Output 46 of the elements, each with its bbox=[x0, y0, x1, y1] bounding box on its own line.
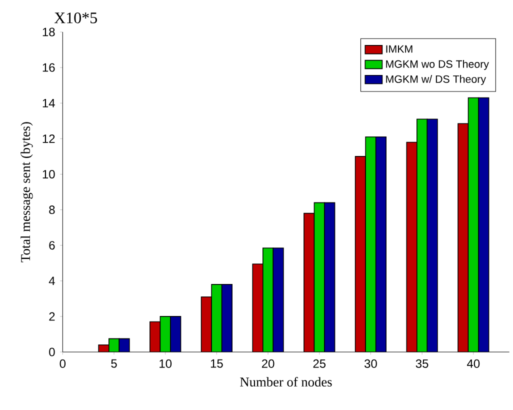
y-tick-label: 2 bbox=[49, 312, 55, 321]
y-tick-label: 10 bbox=[42, 170, 55, 178]
x-tick-label: 35 bbox=[416, 359, 428, 368]
y-tick-label: 12 bbox=[42, 134, 55, 143]
legend-label: MGKM w/ DS Theory bbox=[386, 75, 486, 86]
legend-label: IMKM bbox=[386, 45, 412, 53]
bar bbox=[200, 296, 212, 352]
y-tick-label: 14 bbox=[42, 98, 55, 108]
bar bbox=[365, 136, 376, 352]
y-tick-label: 0 bbox=[49, 348, 55, 356]
bar bbox=[211, 284, 222, 352]
bar bbox=[468, 97, 479, 352]
x-tick-label: 30 bbox=[364, 359, 377, 368]
bar bbox=[150, 321, 161, 352]
legend-label: MGKM wo DS Theory bbox=[386, 60, 489, 70]
bar bbox=[304, 212, 315, 352]
text: X10*5 bbox=[54, 12, 97, 24]
y-tick-label: 6 bbox=[49, 241, 55, 250]
bar bbox=[426, 118, 438, 352]
x-tick-label: 20 bbox=[262, 359, 274, 368]
bar bbox=[406, 142, 418, 352]
bar bbox=[478, 97, 490, 352]
x-axis-title: Number of nodes bbox=[240, 377, 332, 387]
bar bbox=[272, 248, 284, 352]
x-tick-label: 15 bbox=[210, 359, 223, 368]
bar bbox=[324, 202, 336, 352]
bar bbox=[262, 248, 274, 352]
x-tick-label: 0 bbox=[60, 359, 66, 368]
x-tick-label: 40 bbox=[467, 359, 480, 368]
bar bbox=[416, 118, 428, 352]
x-tick-label: 25 bbox=[313, 359, 326, 368]
y-tick-label: 8 bbox=[49, 206, 55, 214]
y-axis-title: Total message sent (bytes) bbox=[20, 122, 33, 262]
bar bbox=[458, 123, 469, 352]
bar bbox=[221, 284, 232, 352]
bar bbox=[375, 136, 387, 352]
y-tick-label: 4 bbox=[48, 276, 55, 286]
bar bbox=[354, 156, 366, 352]
bar bbox=[170, 316, 182, 352]
y-tick-label: 18 bbox=[42, 28, 55, 36]
bar bbox=[160, 316, 171, 352]
bar bbox=[314, 202, 325, 352]
x-tick-label: 10 bbox=[160, 359, 172, 368]
bar bbox=[252, 264, 264, 352]
x-tick-label: 5 bbox=[111, 359, 117, 368]
y-tick-label: 16 bbox=[42, 63, 55, 72]
